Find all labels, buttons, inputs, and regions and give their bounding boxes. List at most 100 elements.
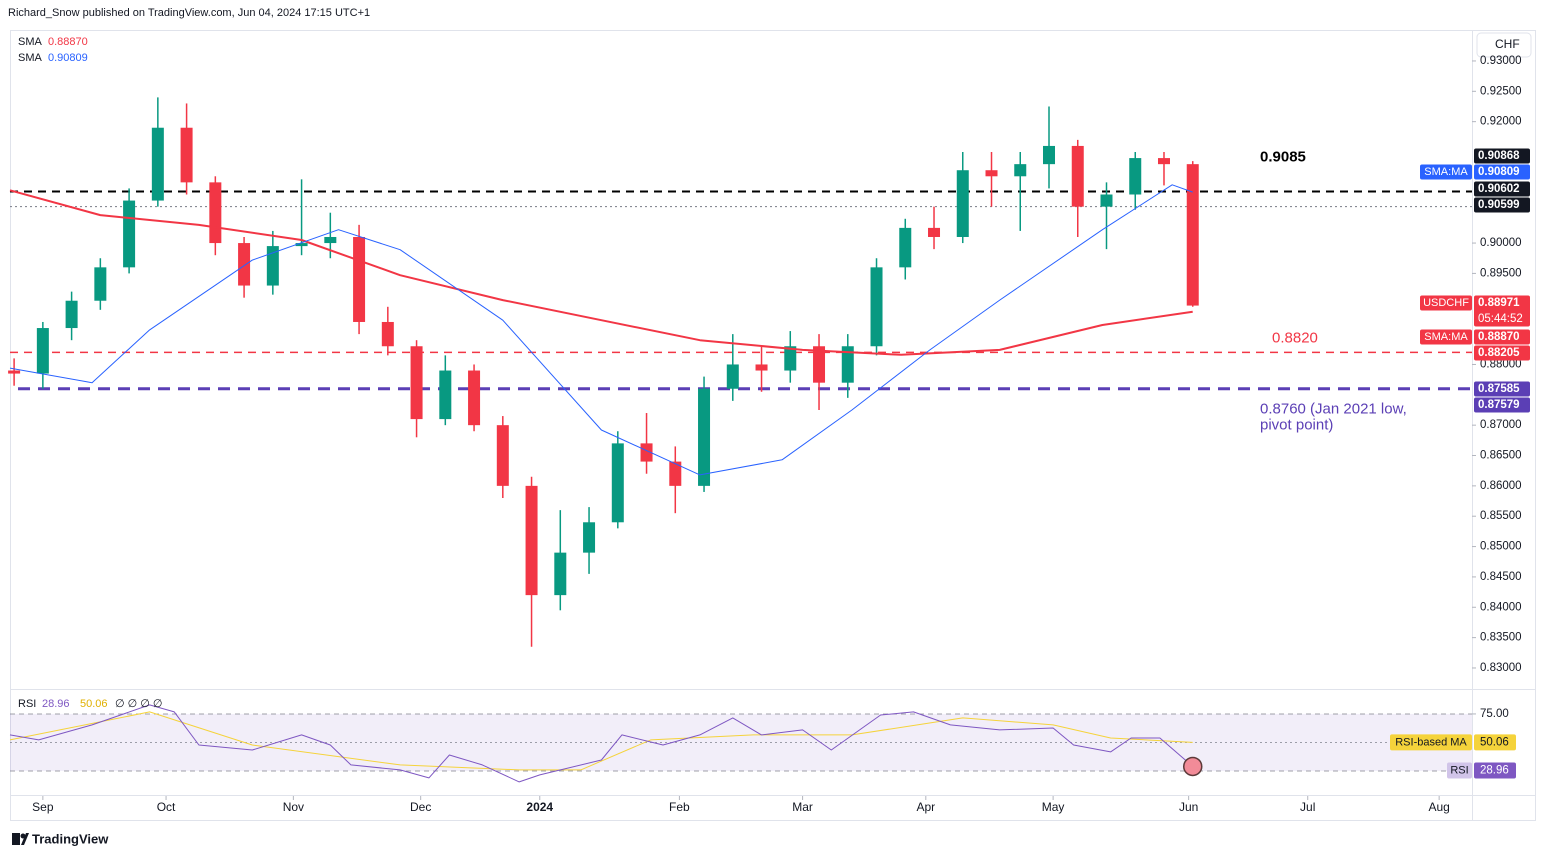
x-tick-label: Mar bbox=[792, 800, 813, 814]
rsi-ma-tag-text: RSI-based MA bbox=[1395, 736, 1467, 748]
candle-body bbox=[151, 127, 164, 201]
candle-body bbox=[324, 236, 337, 244]
legend-value: 0.88870 bbox=[48, 36, 88, 48]
y-tick-label: 0.84500 bbox=[1480, 571, 1522, 583]
candle-body bbox=[410, 346, 423, 420]
x-tick-label: Jul bbox=[1300, 800, 1315, 814]
x-tick-label: Apr bbox=[916, 800, 935, 814]
candle-body bbox=[525, 485, 538, 596]
candle-body bbox=[36, 328, 49, 374]
rsi-legend-value: 28.96 bbox=[42, 698, 70, 710]
rsi-ma-tag bbox=[1390, 734, 1472, 751]
rsi-tag-text: RSI bbox=[1450, 764, 1468, 776]
candle-body bbox=[353, 236, 366, 322]
x-tick-label: Jun bbox=[1179, 800, 1198, 814]
currency-box[interactable] bbox=[1476, 32, 1532, 58]
candle-body bbox=[899, 227, 912, 268]
price-badge-text: 0.87579 bbox=[1478, 399, 1520, 411]
candle-body bbox=[381, 321, 394, 347]
rsi-legend-symbols: ∅ ∅ ∅ ∅ bbox=[115, 698, 163, 710]
legend-value: 0.90809 bbox=[48, 52, 88, 64]
rsi-tick-label: 75.00 bbox=[1480, 708, 1509, 720]
y-tick-label: 0.92000 bbox=[1480, 116, 1522, 128]
badge-tag-text: SMA:MA bbox=[1424, 166, 1468, 178]
candle-body bbox=[295, 243, 308, 247]
candle-body bbox=[266, 246, 279, 286]
badge-tag bbox=[1420, 164, 1472, 180]
level-annotation: 0.8820 bbox=[1272, 329, 1318, 346]
badge-tag-text: SMA:MA bbox=[1424, 331, 1468, 343]
rsi-tag bbox=[1447, 762, 1472, 779]
level-annotation: pivot point) bbox=[1260, 417, 1333, 434]
rsi-badge bbox=[1474, 762, 1516, 779]
candle-body bbox=[94, 267, 107, 301]
candle-body bbox=[1186, 164, 1199, 306]
candle-body bbox=[8, 370, 21, 374]
y-tick-label: 0.86000 bbox=[1480, 480, 1522, 492]
price-badge bbox=[1474, 381, 1530, 397]
price-badge bbox=[1474, 295, 1530, 327]
x-tick-label: Feb bbox=[669, 800, 690, 814]
price-badge-countdown: 05:44:52 bbox=[1478, 313, 1523, 325]
candle-body bbox=[841, 346, 854, 383]
candle-body bbox=[813, 346, 826, 383]
y-tick-label: 0.83500 bbox=[1480, 632, 1522, 644]
price-badge-text: 0.88971 bbox=[1478, 297, 1520, 309]
y-tick-label: 0.85500 bbox=[1480, 510, 1522, 522]
price-badge-text: 0.88870 bbox=[1478, 331, 1520, 343]
price-badge bbox=[1474, 148, 1530, 164]
rsi-ma-badge bbox=[1474, 734, 1516, 751]
price-badge-text: 0.88205 bbox=[1478, 347, 1520, 359]
x-tick-label: Dec bbox=[410, 800, 431, 814]
rsi-legend-name: RSI bbox=[18, 698, 36, 710]
candle-body bbox=[956, 170, 969, 237]
legend-name: SMA bbox=[18, 52, 43, 64]
candle-body bbox=[439, 370, 452, 420]
price-badge-text: 0.90809 bbox=[1478, 166, 1520, 178]
y-tick-label: 0.90000 bbox=[1480, 237, 1522, 249]
candle-body bbox=[985, 170, 998, 177]
rsi-line bbox=[9, 704, 1194, 783]
currency[interactable]: CHF bbox=[1495, 37, 1520, 51]
y-tick-label: 0.85000 bbox=[1480, 541, 1522, 553]
y-tick-label: 0.87000 bbox=[1480, 419, 1522, 431]
price-badge bbox=[1474, 181, 1530, 197]
legend-name: SMA bbox=[18, 36, 43, 48]
level-annotation: 0.8760 (Jan 2021 low, bbox=[1260, 401, 1407, 418]
candle-body bbox=[611, 443, 624, 523]
candle-body bbox=[784, 346, 797, 371]
candle-body bbox=[669, 461, 682, 486]
price-badge bbox=[1474, 345, 1530, 361]
candle-body bbox=[209, 182, 222, 244]
price-badge bbox=[1474, 329, 1530, 345]
y-tick-label: 0.83000 bbox=[1480, 662, 1522, 674]
price-badge-text: 0.90602 bbox=[1478, 183, 1520, 195]
price-badge-text: 0.90868 bbox=[1478, 150, 1520, 162]
y-tick-label: 0.89500 bbox=[1480, 267, 1522, 279]
y-tick-label: 0.92500 bbox=[1480, 85, 1522, 97]
y-tick-label: 0.93000 bbox=[1480, 55, 1522, 67]
rsi-ma-line bbox=[9, 711, 1193, 771]
candle-body bbox=[928, 227, 941, 237]
x-tick-label: Oct bbox=[157, 800, 176, 814]
x-tick-label: Aug bbox=[1428, 800, 1449, 814]
candle-body bbox=[65, 300, 78, 329]
header: Richard_Snow published on TradingView.co… bbox=[8, 7, 370, 19]
candle-body bbox=[496, 425, 509, 486]
badge-tag bbox=[1420, 329, 1472, 345]
candle-body bbox=[698, 388, 711, 486]
x-tick-label: 2024 bbox=[526, 800, 553, 814]
level-annotation: 0.9085 bbox=[1260, 148, 1306, 165]
rsi-badge-text: 28.96 bbox=[1480, 764, 1509, 776]
x-tick-label: Sep bbox=[32, 800, 54, 814]
candle-body bbox=[468, 370, 481, 426]
candle-body bbox=[1071, 145, 1084, 207]
candle-body bbox=[755, 364, 768, 371]
x-tick-label: May bbox=[1042, 800, 1065, 814]
rsi-ma-badge-text: 50.06 bbox=[1480, 736, 1509, 748]
sma-line bbox=[9, 184, 1193, 476]
candle-body bbox=[726, 364, 739, 389]
candle-body bbox=[554, 552, 567, 596]
rsi-legend-ma: 50.06 bbox=[80, 698, 108, 710]
